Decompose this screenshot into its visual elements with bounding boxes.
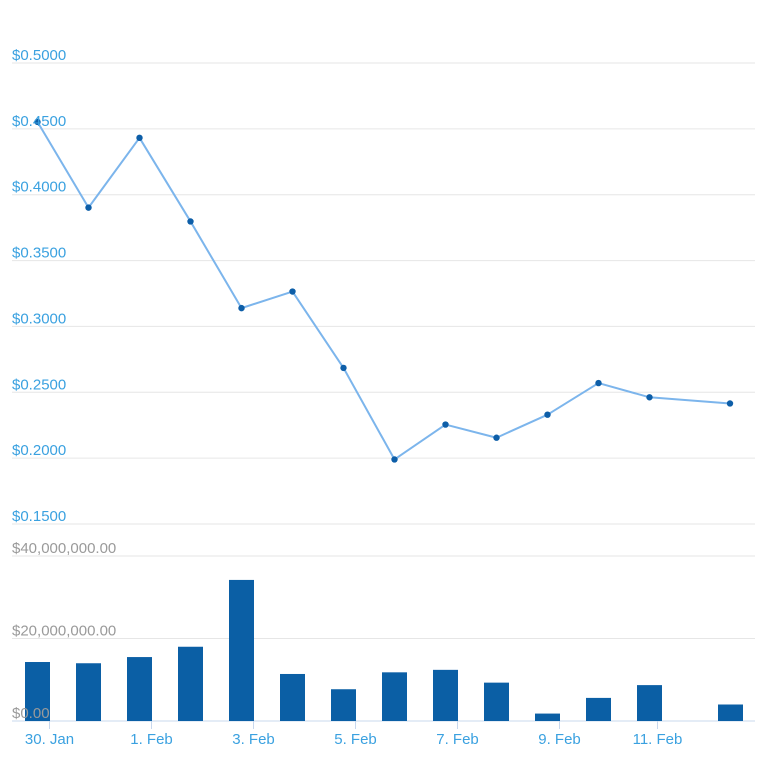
price-axis-tick-label: $0.2000 bbox=[12, 442, 66, 459]
volume-bar[interactable] bbox=[76, 663, 101, 721]
volume-bar[interactable] bbox=[718, 704, 743, 722]
price-axis-tick-label: $0.3000 bbox=[12, 310, 66, 327]
price-point[interactable] bbox=[646, 394, 653, 401]
price-point[interactable] bbox=[85, 204, 92, 211]
volume-bar[interactable] bbox=[25, 662, 50, 721]
volume-bar[interactable] bbox=[331, 689, 356, 721]
volume-bar[interactable] bbox=[637, 685, 662, 721]
price-axis-tick-label: $0.2500 bbox=[12, 376, 66, 393]
volume-bar[interactable] bbox=[229, 579, 254, 721]
price-point[interactable] bbox=[493, 434, 500, 441]
volume-bar[interactable] bbox=[127, 657, 152, 721]
x-axis-tick-label: 11. Feb bbox=[633, 731, 683, 748]
price-point[interactable] bbox=[136, 134, 143, 142]
volume-axis-tick-label: $0.00 bbox=[12, 705, 50, 722]
price-point[interactable] bbox=[544, 411, 551, 418]
price-line bbox=[36, 121, 731, 461]
x-axis-tick-label: 7. Feb bbox=[436, 731, 479, 748]
price-point[interactable] bbox=[34, 118, 41, 126]
price-axis-tick-label: $0.1500 bbox=[12, 508, 66, 525]
price-point[interactable] bbox=[391, 456, 398, 463]
volume-bar[interactable] bbox=[382, 672, 407, 721]
volume-axis-tick-label: $40,000,000.00 bbox=[12, 540, 116, 557]
x-axis-tick-label: 1. Feb bbox=[130, 731, 173, 748]
volume-bar[interactable] bbox=[433, 669, 458, 721]
volume-axis-tick-label: $20,000,000.00 bbox=[12, 623, 116, 640]
volume-bar[interactable] bbox=[535, 713, 560, 721]
price-axis-tick-label: $0.4000 bbox=[12, 179, 66, 196]
volume-bar[interactable] bbox=[484, 682, 509, 721]
volume-bar[interactable] bbox=[280, 673, 305, 721]
volume-bar[interactable] bbox=[178, 646, 203, 721]
price-point[interactable] bbox=[442, 421, 449, 428]
price-axis-tick-label: $0.3500 bbox=[12, 245, 66, 262]
price-point[interactable] bbox=[289, 288, 296, 295]
x-axis-tick-label: 5. Feb bbox=[334, 731, 377, 748]
volume-bar[interactable] bbox=[586, 697, 611, 721]
price-point[interactable] bbox=[340, 364, 347, 372]
x-axis-tick-label: 30. Jan bbox=[25, 731, 74, 748]
price-point[interactable] bbox=[595, 379, 602, 387]
price-point[interactable] bbox=[238, 304, 245, 312]
price-axis-tick-label: $0.4500 bbox=[12, 113, 66, 130]
price-axis-tick-label: $0.5000 bbox=[12, 47, 66, 64]
price-point[interactable] bbox=[726, 400, 734, 407]
price-point[interactable] bbox=[187, 218, 194, 225]
x-axis-tick-label: 9. Feb bbox=[538, 731, 581, 748]
x-axis-tick-label: 3. Feb bbox=[232, 731, 275, 748]
